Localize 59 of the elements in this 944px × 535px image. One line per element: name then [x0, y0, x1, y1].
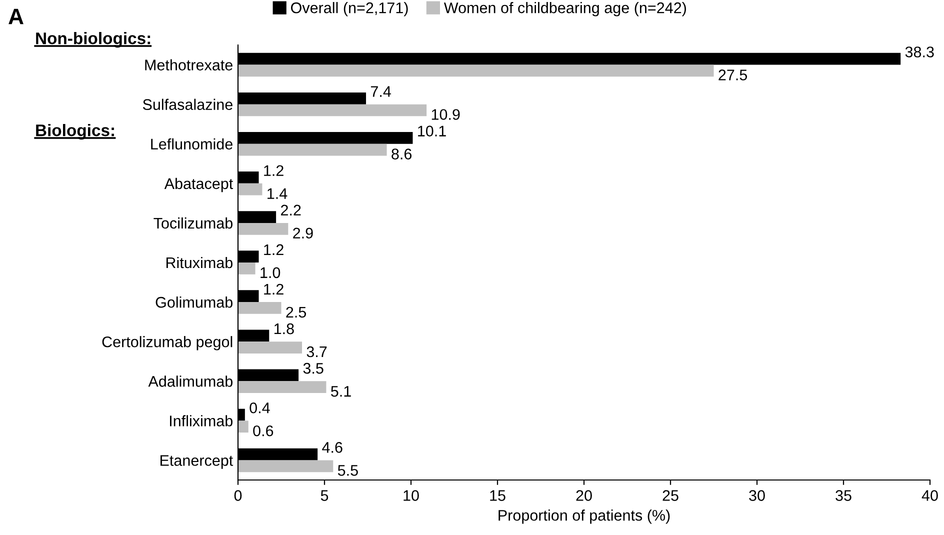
x-tick-label: 5	[320, 490, 328, 501]
y-tick-label: Infliximab	[170, 415, 232, 426]
data-label: 1.2	[264, 244, 284, 255]
data-label: 2.2	[280, 204, 301, 216]
y-tick-label: Tocilizumab	[154, 217, 232, 229]
bar	[238, 104, 427, 116]
legend-label: Women of childbearing age (n=242)	[444, 2, 686, 16]
data-label: 1.8	[274, 323, 294, 334]
data-label: 10.9	[432, 109, 460, 120]
data-label: 3.5	[303, 362, 324, 374]
y-tick-label: Leflunomide	[151, 138, 232, 150]
data-label: 4.6	[322, 442, 342, 453]
bar	[238, 222, 288, 235]
data-label: 2.5	[286, 306, 306, 318]
data-label: 0.6	[253, 425, 274, 436]
data-label: 1.4	[268, 188, 288, 199]
data-label: 2.9	[293, 228, 313, 239]
data-label: 8.6	[392, 148, 412, 160]
x-tick-label: 35	[836, 490, 852, 501]
legend-label: Overall (n=2,171)	[291, 2, 408, 16]
y-tick-label: Abatacept	[164, 178, 234, 192]
x-axis-title: Proportion of patients (%)	[498, 510, 670, 524]
data-label: 1.2	[264, 284, 284, 295]
bar	[238, 144, 387, 156]
x-tick-label: 30	[749, 490, 765, 501]
bar	[238, 64, 714, 77]
text: A	[8, 8, 24, 24]
data-label: 7.4	[370, 86, 391, 97]
y-tick-label: Adalimumab	[148, 376, 233, 387]
y-tick-label: Methotrexate	[145, 59, 232, 70]
data-label: 1.2	[264, 165, 284, 176]
y-tick-label: Golimumab	[156, 296, 233, 308]
y-tick-label: Certolizumab pegol	[102, 336, 232, 350]
data-label: 3.7	[306, 346, 327, 358]
data-label: 10.1	[418, 126, 446, 136]
bar	[238, 183, 262, 196]
x-tick-label: 20	[576, 490, 592, 501]
text: Biologics:	[36, 124, 114, 140]
bar	[238, 420, 248, 433]
data-label: 38.3	[905, 46, 934, 58]
data-label: 1.0	[260, 267, 280, 278]
y-tick-label: Etanercept	[160, 455, 234, 469]
data-label: 5.5	[338, 465, 358, 476]
x-tick-label: 15	[490, 490, 506, 501]
bar	[238, 302, 282, 314]
x-tick-label: 40	[922, 490, 938, 501]
data-label: 5.1	[331, 386, 351, 397]
x-tick-label: 25	[662, 490, 678, 501]
bar	[238, 460, 334, 472]
y-tick-label: Sulfasalazine	[142, 98, 232, 110]
bar	[238, 381, 326, 393]
bar	[238, 262, 256, 274]
data-label: 0.4	[250, 402, 270, 414]
bar	[238, 342, 302, 354]
data-label: 27.5	[718, 70, 748, 80]
text: Non-biologics:	[36, 32, 150, 48]
x-tick-label: 0	[234, 490, 242, 501]
y-tick-label: Rituximab	[166, 256, 232, 268]
x-tick-label: 10	[404, 490, 419, 501]
